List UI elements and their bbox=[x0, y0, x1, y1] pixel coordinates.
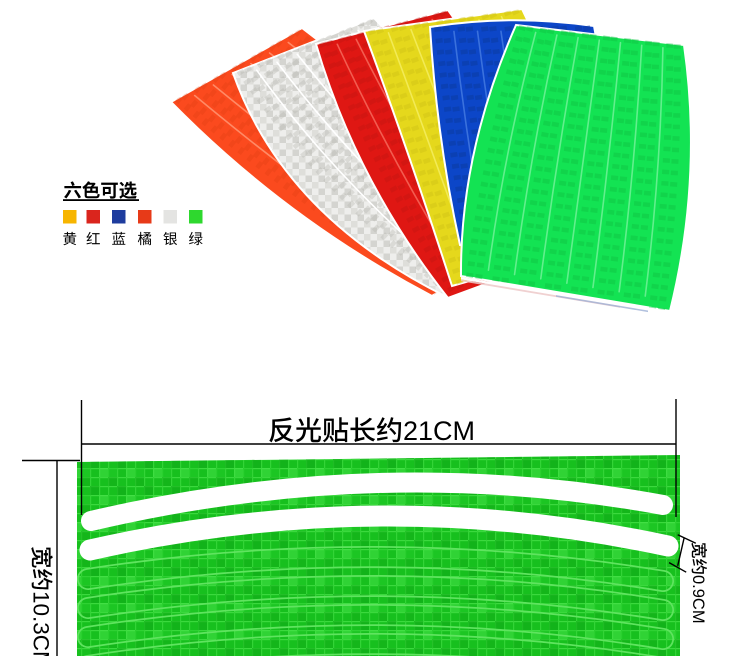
svg-text:21CM: 21CM bbox=[403, 416, 475, 446]
svg-text:10.3CM: 10.3CM bbox=[29, 591, 54, 656]
svg-text:0.9CM: 0.9CM bbox=[689, 575, 707, 624]
